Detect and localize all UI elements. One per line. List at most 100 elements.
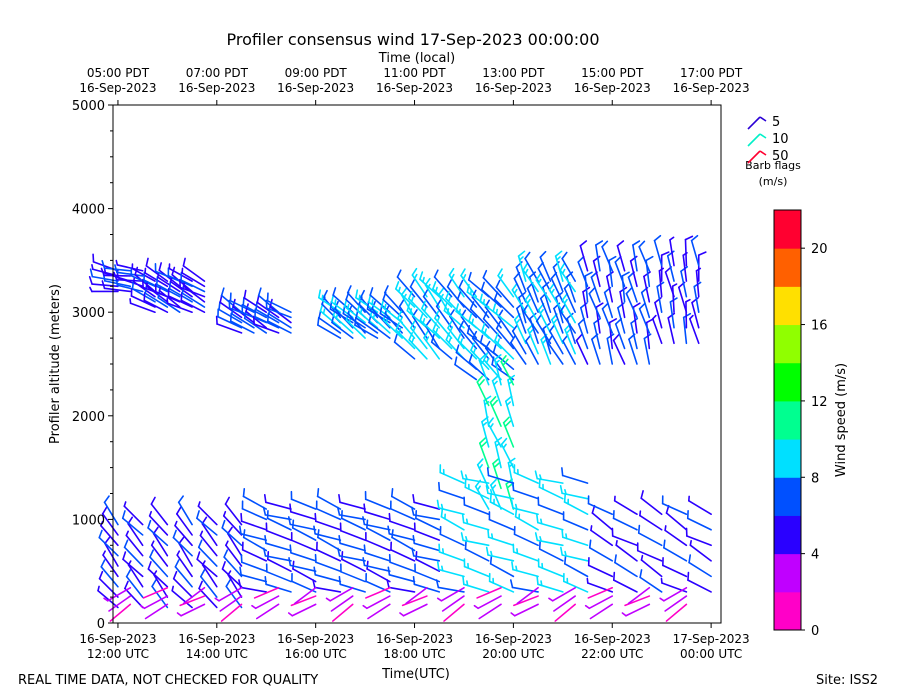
barb-feather [397,310,403,319]
wind-barb [559,485,589,500]
wind-barb [252,315,280,334]
wind-barb [606,271,614,303]
wind-barb [337,547,366,562]
barb-feather [338,534,341,545]
barb-shaft [197,505,218,526]
barb-shaft [220,603,243,622]
wind-barb [645,318,655,350]
wind-barb [643,271,651,303]
wind-barb [517,250,527,282]
colorbar-segment [774,362,801,402]
barb-shaft [613,500,638,516]
wind-barb [492,303,515,329]
wind-barbs-layer [88,234,712,622]
barb-feather [504,395,513,403]
barb-shaft [640,559,663,578]
wind-barb [689,539,712,562]
wind-barb [147,561,169,588]
wind-barb [121,510,144,536]
barb-legend-icon [747,116,761,130]
barb-shaft [102,554,119,578]
barb-shaft [232,306,255,324]
wind-barb [615,539,638,562]
barb-half-feather [515,565,518,572]
barb-feather [460,470,464,480]
barb-shaft [577,261,589,288]
wind-barb [511,282,527,314]
barb-shaft [239,586,268,593]
barb-shaft [638,308,651,334]
barb-shaft [181,292,206,308]
barb-shaft [157,296,181,314]
barb-shaft [665,512,688,531]
barb-feather [511,561,514,571]
wind-barb [388,553,416,573]
barb-half-feather [97,585,100,592]
barb-shaft [489,562,515,578]
barb-feather [158,262,162,272]
wind-barb [549,324,564,355]
barb-feather [534,470,539,480]
barb-feather [218,301,221,311]
barb-shaft [415,558,441,573]
barb-half-feather [322,308,326,315]
barb-shaft [591,338,601,365]
barb-shaft [143,595,169,610]
barb-shaft [217,315,243,329]
barb-feather [434,310,440,319]
wind-barb [240,553,268,573]
barb-half-feather [346,303,350,310]
barb-feather [458,279,464,289]
barb-shaft [669,301,675,329]
barb-shaft [100,524,119,547]
barb-shaft [339,542,366,552]
wind-barb [123,501,144,526]
barb-shaft [291,603,317,617]
wind-barb [627,271,638,303]
barb-feather [316,488,320,498]
barb-feather [287,516,292,526]
wind-barb [490,478,502,510]
barb-half-feather [422,318,426,324]
wind-barb [478,603,502,620]
barb-shaft [563,287,576,314]
barb-half-feather [102,550,106,556]
barb-feather [432,281,437,290]
wind-barb [130,287,156,308]
barb-feather [534,532,539,542]
barb-shaft [179,286,206,298]
barb-feather [469,301,475,310]
barb-feather [563,555,567,565]
wind-barb [100,520,119,547]
wind-barb [217,308,243,329]
plot-frame [112,104,722,624]
wind-barb [460,470,490,484]
wind-barb [363,503,391,521]
barb-feather [485,485,489,495]
wind-barb [291,572,317,593]
wind-barb [238,525,268,541]
barb-shaft [663,586,688,602]
barb-half-feather [176,612,182,617]
barb-feather [422,289,429,298]
barb-half-feather [166,298,169,305]
barb-shaft [116,284,144,293]
barb-feather [482,269,488,279]
barb-feather [485,546,489,556]
barb-half-feather [462,274,467,280]
wind-barb [222,510,243,536]
barb-half-feather [287,612,294,617]
wind-barb [182,586,206,605]
wind-barb [480,281,502,308]
barb-shaft [612,339,626,365]
wind-barb [491,374,502,407]
barb-shaft [606,275,614,303]
barb-shaft [389,561,416,573]
barb-shaft [405,586,428,605]
barb-feather [100,559,106,568]
barb-half-feather [564,550,567,557]
wind-barb [482,311,502,339]
wind-barb [166,298,193,314]
top-tick-time: 07:00 PDT [186,66,249,80]
barb-shaft [147,568,169,588]
